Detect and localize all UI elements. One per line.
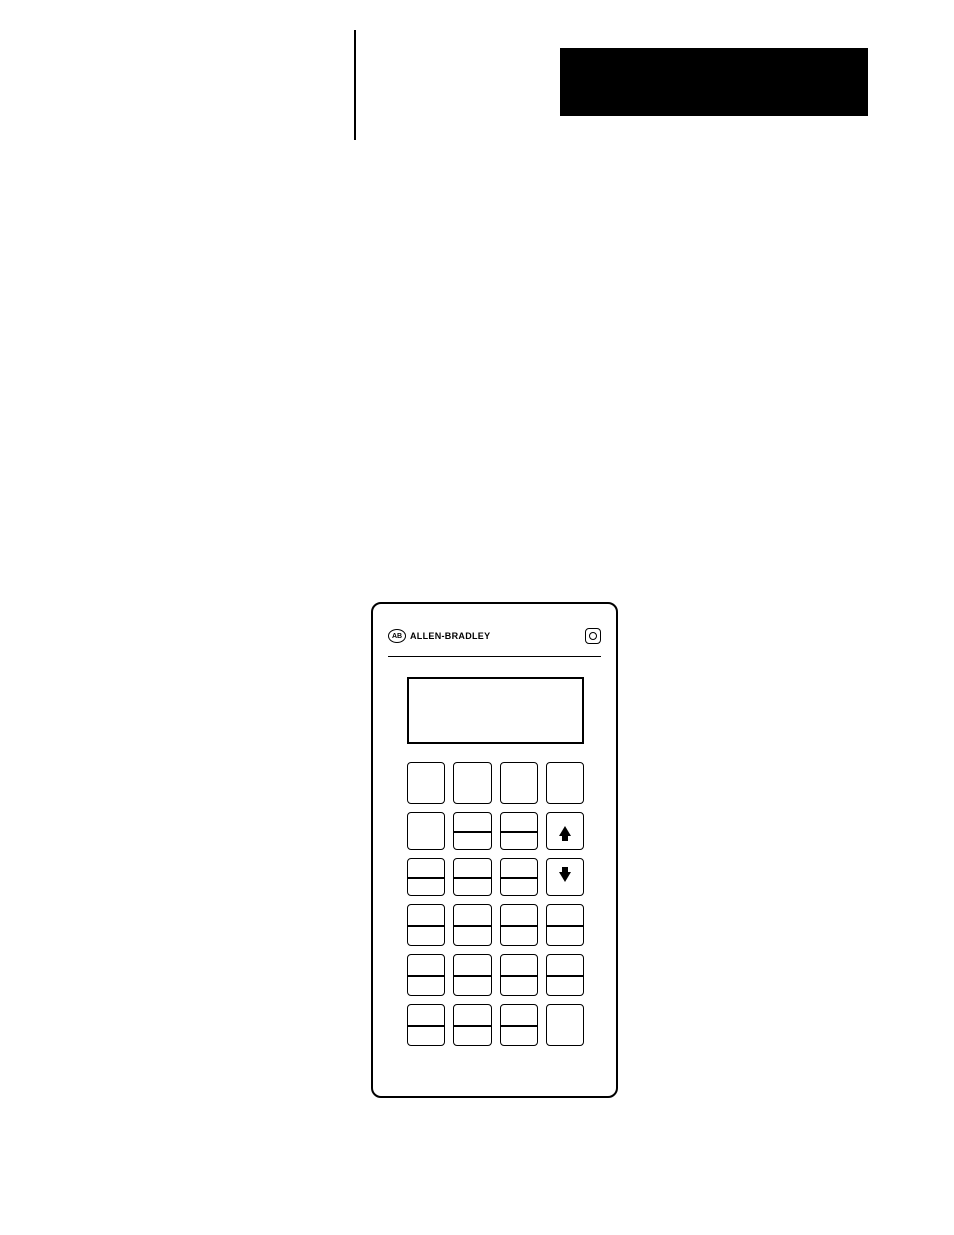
key-r2-c2[interactable] bbox=[453, 812, 491, 850]
status-led-icon bbox=[585, 628, 601, 644]
key-r3-c3[interactable] bbox=[500, 858, 538, 896]
header-divider bbox=[354, 30, 356, 140]
key-r6-c3[interactable] bbox=[500, 1004, 538, 1046]
key-r6-c4[interactable] bbox=[546, 1004, 584, 1046]
key-r4-c4[interactable] bbox=[546, 904, 584, 946]
brand-name: ALLEN-BRADLEY bbox=[410, 631, 490, 641]
key-r5-c2[interactable] bbox=[453, 954, 491, 996]
lcd-screen bbox=[407, 677, 584, 744]
brand-prefix: AB bbox=[392, 633, 402, 640]
page: AB ALLEN-BRADLEY bbox=[0, 0, 954, 1235]
brand-bar: AB ALLEN-BRADLEY bbox=[388, 628, 601, 644]
header-black-box bbox=[560, 48, 868, 116]
key-r3-c1[interactable] bbox=[407, 858, 445, 896]
key-r6-c1[interactable] bbox=[407, 1004, 445, 1046]
device-frame: AB ALLEN-BRADLEY bbox=[371, 602, 618, 1098]
key-r2-c4-up[interactable] bbox=[546, 812, 584, 850]
key-r1-c2[interactable] bbox=[453, 762, 491, 804]
arrow-down-icon bbox=[559, 872, 571, 882]
key-r2-c3[interactable] bbox=[500, 812, 538, 850]
key-r5-c4[interactable] bbox=[546, 954, 584, 996]
key-r2-c1[interactable] bbox=[407, 812, 445, 850]
keypad bbox=[407, 762, 584, 1046]
key-r5-c3[interactable] bbox=[500, 954, 538, 996]
key-r6-c2[interactable] bbox=[453, 1004, 491, 1046]
key-r5-c1[interactable] bbox=[407, 954, 445, 996]
arrow-up-icon bbox=[559, 826, 571, 836]
key-r1-c4[interactable] bbox=[546, 762, 584, 804]
key-r4-c3[interactable] bbox=[500, 904, 538, 946]
key-r3-c2[interactable] bbox=[453, 858, 491, 896]
ab-logo-icon: AB bbox=[388, 629, 406, 643]
brand-left: AB ALLEN-BRADLEY bbox=[388, 629, 490, 643]
key-r4-c1[interactable] bbox=[407, 904, 445, 946]
key-r3-c4-down[interactable] bbox=[546, 858, 584, 896]
key-r1-c1[interactable] bbox=[407, 762, 445, 804]
key-r4-c2[interactable] bbox=[453, 904, 491, 946]
status-led-inner bbox=[589, 632, 597, 640]
header-rule bbox=[388, 656, 601, 657]
key-r1-c3[interactable] bbox=[500, 762, 538, 804]
